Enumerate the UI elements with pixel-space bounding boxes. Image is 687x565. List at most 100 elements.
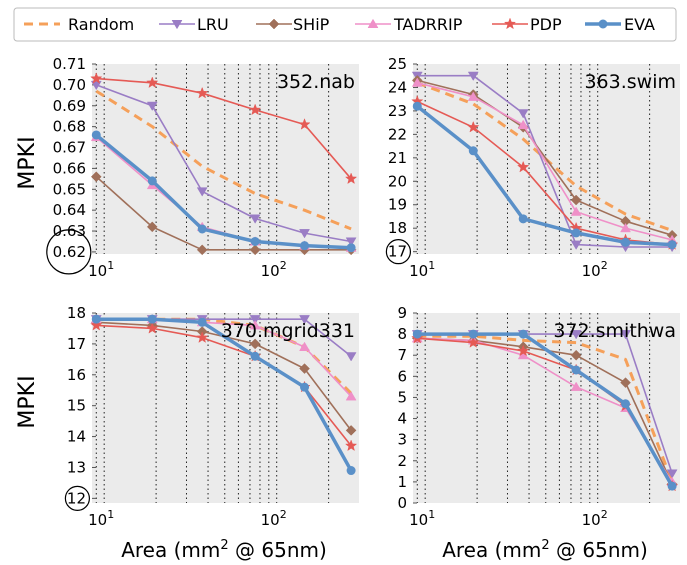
panel-3: 12 13 14 15 16 17 18 101 102 370.mgrid331 (64, 304, 359, 529)
triangle-up-icon (620, 222, 631, 233)
triangle-up-icon (249, 320, 261, 330)
y-tick-label: 18 (388, 219, 407, 237)
circle-icon (250, 236, 260, 246)
x-axis-label-left: Area (mm2 @ 65nm) (121, 538, 327, 562)
star-icon (248, 103, 262, 116)
diamond-icon (146, 221, 158, 233)
circle-icon (197, 317, 207, 327)
plot-area (413, 313, 680, 503)
series-line (95, 176, 352, 251)
panel-1: 0.62 0.63 0.64 0.65 0.66 0.67 0.68 0.69 0.70 0.71… (46, 55, 359, 280)
y-tick-label: 1 (397, 473, 407, 491)
star-icon (467, 336, 480, 348)
star-icon (503, 17, 517, 30)
triangle-up-icon (467, 91, 479, 101)
y-tick-label: 0.63 (53, 222, 86, 240)
y-tick-label: 23 (388, 102, 407, 120)
x-tick-label: 102 (582, 508, 608, 529)
triangle-down-icon (467, 71, 479, 81)
legend-label: SHiP (293, 15, 330, 34)
legend-box (13, 7, 677, 42)
diamond-icon (249, 338, 261, 350)
y-tick-label: 21 (388, 149, 407, 167)
x-tick-label: 102 (261, 259, 287, 280)
circle-icon (250, 351, 260, 361)
series-line (96, 317, 353, 472)
triangle-down-icon (299, 229, 310, 239)
series-eva (412, 329, 677, 491)
diamond-icon (268, 18, 280, 30)
panel-4: 0 1 2 3 4 5 6 7 8 9 101 102 372.smithwa (397, 304, 680, 529)
panel-title: 370.mgrid331 (221, 320, 355, 342)
triangle-down-icon (196, 187, 208, 197)
legend-label: PDP (530, 15, 562, 34)
series-line (417, 79, 673, 236)
circle-icon (468, 329, 478, 339)
triangle-down-icon (171, 20, 183, 30)
x-tick-label: 102 (582, 259, 608, 280)
triangle-down-icon (570, 240, 582, 250)
series-line (95, 133, 352, 250)
star-icon (517, 344, 530, 357)
x-tick-label: 101 (88, 259, 114, 280)
circle-icon (346, 466, 356, 476)
circle-icon (147, 176, 157, 186)
y-tick-label: 18 (67, 304, 86, 322)
y-tick-label: 0.65 (53, 180, 86, 198)
star-icon (196, 331, 209, 343)
y-tick-label: 0.62 (53, 243, 86, 261)
circle-icon (571, 228, 581, 238)
triangle-up-icon (411, 77, 423, 87)
x-tick-label: 101 (409, 508, 435, 529)
triangle-up-icon (345, 391, 357, 401)
triangle-up-icon (367, 18, 379, 28)
circled-tick-highlight (385, 239, 411, 265)
star-icon (517, 160, 530, 173)
circle-icon (346, 243, 356, 253)
diamond-icon (570, 349, 582, 361)
series-eva (91, 314, 356, 476)
circle-icon (91, 130, 101, 140)
triangle-down-icon (620, 330, 631, 340)
y-tick-label: 6 (397, 367, 407, 385)
panel-title: 372.smithwa (553, 320, 676, 342)
star-icon (146, 321, 159, 334)
y-tick-label: 19 (388, 196, 407, 214)
series-line (96, 324, 352, 447)
series-line (96, 77, 352, 180)
y-tick-label: 0.70 (53, 76, 86, 94)
diamond-icon (90, 171, 102, 183)
circle-icon (91, 314, 101, 324)
y-tick-label: 0.67 (53, 139, 86, 157)
series-line (416, 100, 673, 246)
diamond-icon (570, 194, 582, 206)
y-tick-label: 0 (397, 494, 407, 512)
star-icon (344, 439, 358, 452)
series-line (417, 334, 674, 483)
series-pdp (90, 318, 358, 452)
y-tick-label: 2 (397, 452, 407, 470)
diamond-icon (620, 377, 631, 389)
circle-icon (197, 224, 207, 234)
y-tick-label: 0.66 (53, 159, 86, 177)
circle-icon (300, 382, 310, 392)
legend-item-random: Random (24, 15, 134, 34)
y-tick-label: 3 (397, 431, 407, 449)
series-line (417, 82, 673, 241)
y-tick-label: 0.71 (53, 55, 86, 73)
y-tick-label: 16 (67, 366, 86, 384)
circled-tick-highlight (46, 229, 92, 275)
star-icon (196, 86, 209, 99)
circle-icon (412, 101, 422, 111)
triangle-down-icon (517, 109, 529, 119)
circle-icon (147, 314, 157, 324)
panel-2: 17 18 19 20 21 22 23 24 25 101 102 363.swim (385, 55, 680, 280)
y-tick-label: 22 (388, 125, 407, 143)
legend-label: LRU (197, 15, 229, 34)
series-line (417, 74, 673, 248)
y-tick-label: 9 (397, 304, 407, 322)
x-tick-label: 102 (261, 508, 287, 529)
triangle-down-icon (249, 214, 261, 224)
y-tick-label: 0.68 (53, 118, 86, 136)
